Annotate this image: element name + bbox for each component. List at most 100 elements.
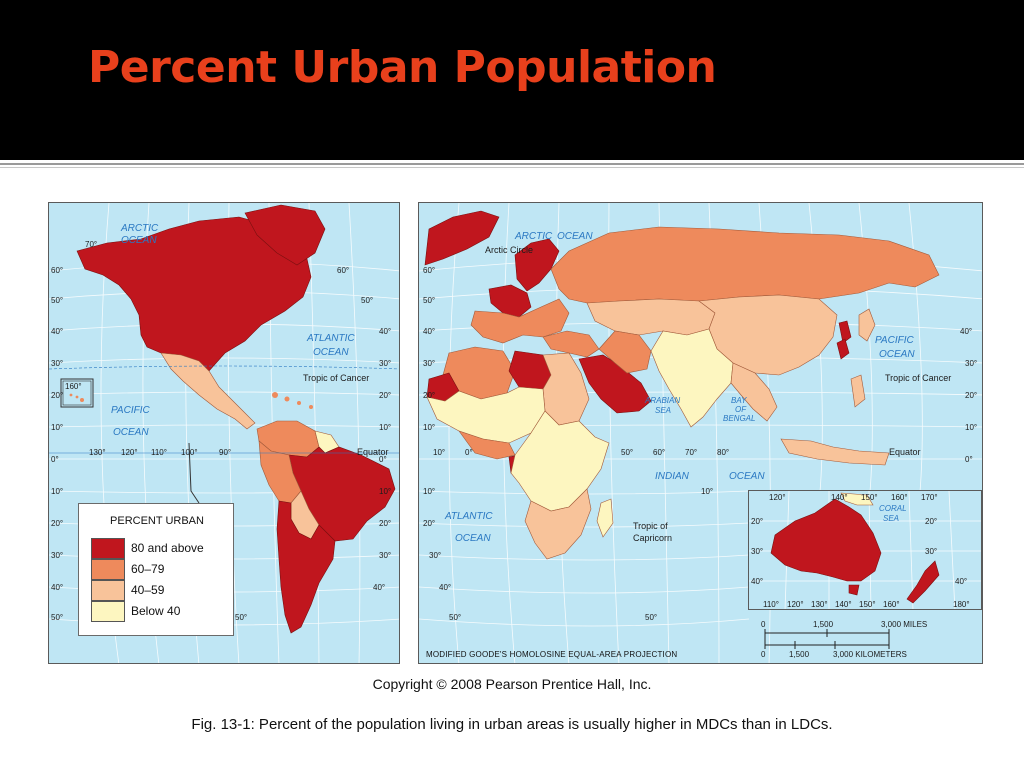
map-afro-eurasia-svg: Arctic Circle ARCTIC OCEAN PACIFIC OCEAN… bbox=[419, 203, 982, 663]
lat-label: 30° bbox=[423, 359, 435, 368]
legend-item: 80 and above bbox=[91, 538, 231, 560]
lat-label: 50° bbox=[51, 296, 63, 305]
legend-item: 60–79 bbox=[91, 559, 231, 581]
scale-miles-3000: 3,000 MILES bbox=[881, 620, 927, 629]
region-southern-cone bbox=[276, 500, 336, 634]
lat-label: 20° bbox=[51, 519, 63, 528]
region-south-asia bbox=[650, 328, 734, 428]
lon-label: 120° bbox=[787, 600, 804, 609]
region-iran bbox=[598, 330, 652, 374]
map-americas-svg: 160° ARCTIC OCEAN ATLANTIC OCEAN PACIFIC… bbox=[49, 203, 399, 663]
equator-label: Equator bbox=[357, 447, 389, 457]
indian-ocean-label: INDIAN bbox=[655, 471, 690, 482]
legend-swatch bbox=[91, 559, 125, 580]
indian-ocean-label-2: OCEAN bbox=[729, 471, 765, 482]
lon-label: 100° bbox=[181, 448, 198, 457]
atlantic-ocean-label-2: OCEAN bbox=[313, 347, 349, 358]
lat-label: 10° bbox=[701, 487, 713, 496]
pacific-ocean-label-2: OCEAN bbox=[113, 427, 149, 438]
coral-sea-label-1: CORAL bbox=[879, 504, 907, 513]
region-australia bbox=[770, 498, 882, 582]
legend-swatch bbox=[91, 580, 125, 601]
lat-label: 20° bbox=[965, 391, 977, 400]
title-divider bbox=[0, 163, 1024, 165]
projection-note: MODIFIED GOODE'S HOMOLOSINE EQUAL-AREA P… bbox=[426, 650, 678, 659]
region-indonesia bbox=[780, 438, 890, 466]
title-divider-thin bbox=[0, 167, 1024, 168]
figure-caption: Fig. 13-1: Percent of the population liv… bbox=[191, 716, 833, 733]
atlantic-ocean-label-1: ATLANTIC bbox=[444, 511, 493, 522]
lat-label: 10° bbox=[379, 423, 391, 432]
scale-km-0: 0 bbox=[761, 650, 766, 659]
lat-label: 0° bbox=[51, 455, 59, 464]
lon-label: 170° bbox=[921, 493, 938, 502]
lon-label: 130° bbox=[811, 600, 828, 609]
region-iceland-arctic bbox=[424, 210, 500, 266]
arctic-ocean-label-2: OCEAN bbox=[557, 231, 593, 242]
lat-label: 10° bbox=[423, 487, 435, 496]
lat-label: 30° bbox=[965, 359, 977, 368]
region-central-asia bbox=[586, 298, 716, 336]
lon-label: 0° bbox=[465, 448, 473, 457]
lon-label: 110° bbox=[763, 600, 779, 609]
lat-label: 10° bbox=[379, 487, 391, 496]
scale-km-3000: 3,000 KILOMETERS bbox=[833, 650, 907, 659]
hawaii-inset-degree: 160° bbox=[65, 382, 82, 391]
lat-label: 40° bbox=[379, 327, 391, 336]
lat-label: 20° bbox=[423, 391, 435, 400]
lat-label: 60° bbox=[423, 266, 435, 275]
region-turkey-levant bbox=[542, 330, 600, 358]
lat-label: 70° bbox=[85, 240, 97, 249]
lat-label: 40° bbox=[423, 327, 435, 336]
region-png bbox=[840, 492, 874, 506]
lon-label: 90° bbox=[219, 448, 231, 457]
tropic-of-cancer-label: Tropic of Cancer bbox=[885, 373, 951, 383]
lon-label: 10° bbox=[433, 448, 445, 457]
region-southern-africa bbox=[524, 488, 592, 560]
tropic-of-capricorn-label-2: Capricorn bbox=[633, 533, 672, 543]
map-oceania-inset: CORAL SEA 120° 140° 150° 160° 170° 20° 3… bbox=[748, 490, 982, 610]
equator-label: Equator bbox=[889, 447, 921, 457]
bay-of-bengal-label-2: OF bbox=[735, 405, 747, 414]
coral-sea-label-2: SEA bbox=[883, 514, 899, 523]
region-greenland bbox=[244, 204, 326, 266]
legend-label: 60–79 bbox=[131, 562, 165, 576]
legend-title: PERCENT URBAN bbox=[110, 515, 204, 527]
lon-label: 130° bbox=[89, 448, 106, 457]
lon-label: 150° bbox=[859, 600, 876, 609]
slide-title: Percent Urban Population bbox=[88, 42, 717, 93]
legend-swatch bbox=[91, 601, 125, 622]
legend-item: Below 40 bbox=[91, 601, 231, 623]
legend-label: 80 and above bbox=[131, 541, 204, 555]
lat-label: 0° bbox=[379, 455, 387, 464]
lat-label: 50° bbox=[51, 613, 63, 622]
region-korea bbox=[838, 320, 852, 344]
lat-label: 30° bbox=[379, 551, 391, 560]
lat-label: 30° bbox=[429, 551, 441, 560]
lon-label: 160° bbox=[883, 600, 900, 609]
hawaii-inset bbox=[60, 378, 94, 408]
region-western-europe bbox=[488, 284, 532, 318]
copyright: Copyright © 2008 Pearson Prentice Hall, … bbox=[372, 676, 652, 692]
lon-label: 160° bbox=[891, 493, 908, 502]
lat-label: 10° bbox=[423, 423, 435, 432]
lat-label: 40° bbox=[373, 583, 385, 592]
lat-label: 60° bbox=[337, 266, 349, 275]
scale-bar bbox=[764, 629, 890, 649]
lat-label: 40° bbox=[51, 327, 63, 336]
lat-label: 10° bbox=[51, 423, 63, 432]
pacific-ocean-label-2: OCEAN bbox=[879, 349, 915, 360]
region-tasmania bbox=[848, 584, 860, 596]
atlantic-ocean-label-1: ATLANTIC bbox=[306, 333, 355, 344]
lat-label: 30° bbox=[51, 359, 63, 368]
lat-label: 20° bbox=[379, 391, 391, 400]
lat-label: 30° bbox=[925, 547, 937, 556]
lon-label: 50° bbox=[621, 448, 633, 457]
lat-label: 50° bbox=[645, 613, 657, 622]
region-madagascar bbox=[596, 498, 614, 538]
lat-label: 0° bbox=[965, 455, 973, 464]
lat-label: 50° bbox=[361, 296, 373, 305]
legend-pointer bbox=[188, 442, 200, 504]
region-europe-central bbox=[470, 298, 570, 344]
arctic-ocean-label: ARCTIC bbox=[514, 231, 553, 242]
